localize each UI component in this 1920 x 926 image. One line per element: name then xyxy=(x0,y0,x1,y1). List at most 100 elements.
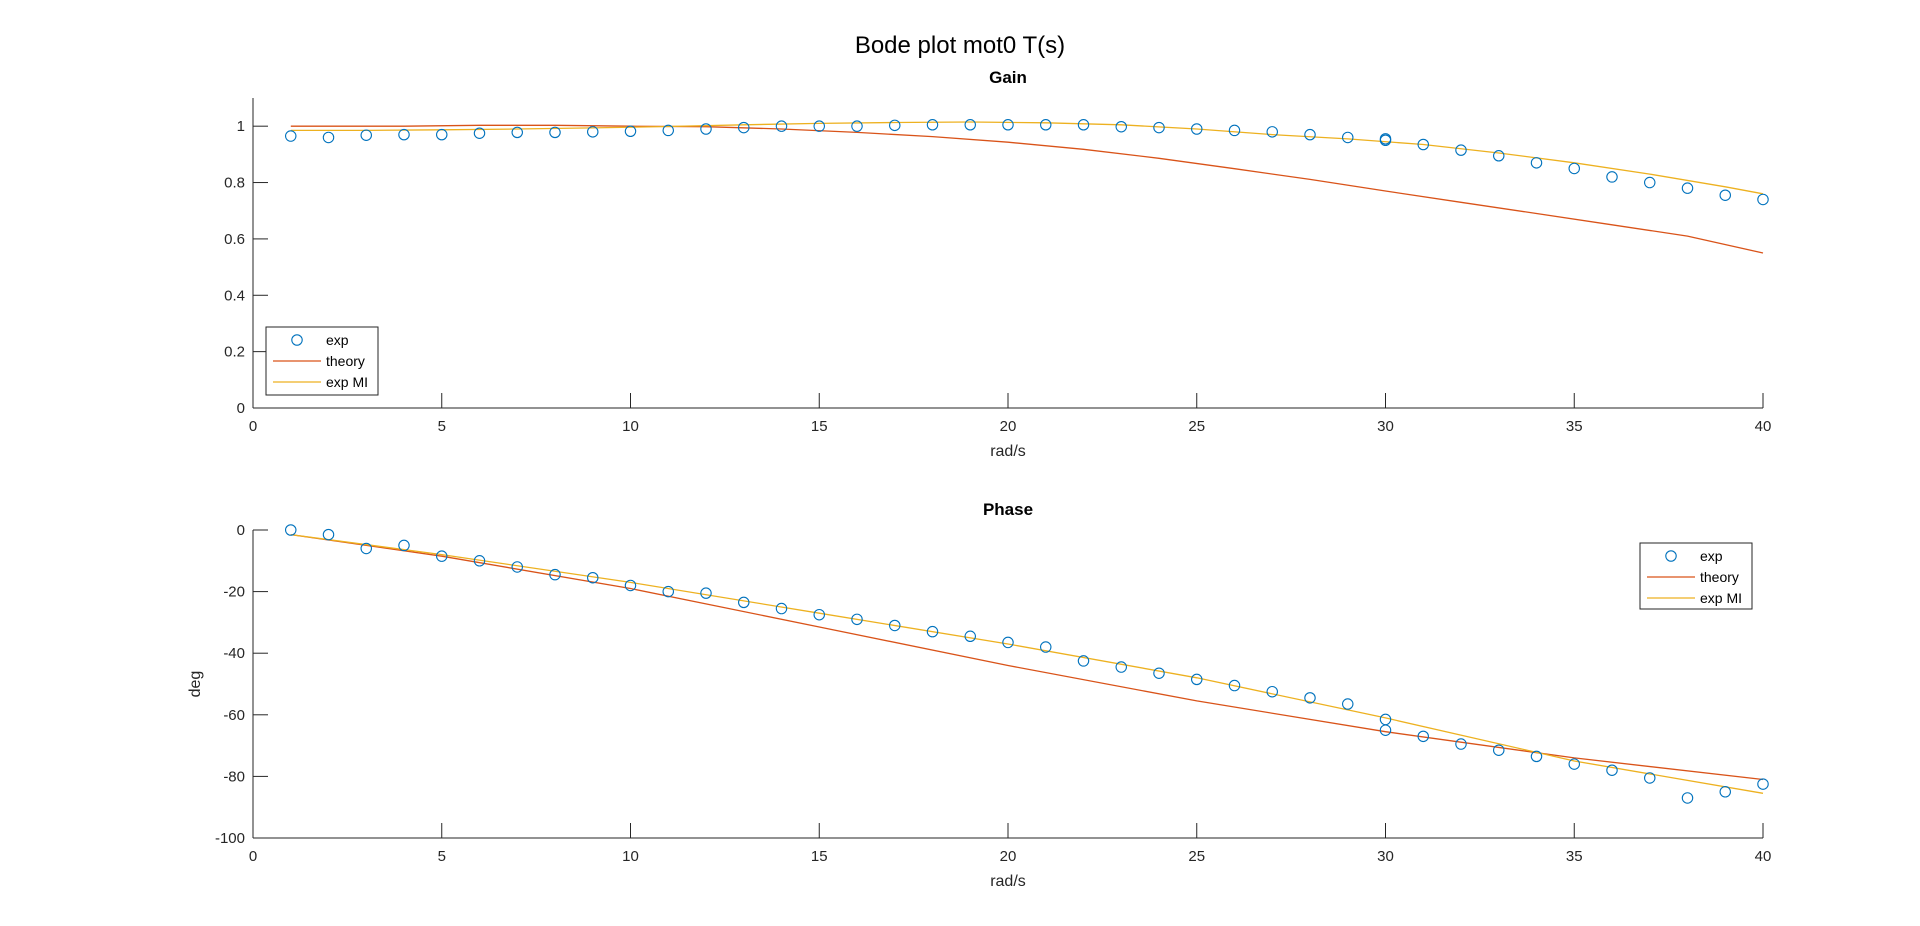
data-point-exp xyxy=(1153,121,1165,134)
legend-marker-icon xyxy=(291,334,303,346)
data-point-exp xyxy=(322,131,335,144)
data-point-exp xyxy=(926,625,939,638)
data-point-exp xyxy=(1644,772,1656,784)
data-point-exp xyxy=(775,602,788,615)
data-point-exp xyxy=(737,121,750,134)
y-tick-label: -60 xyxy=(223,707,245,724)
data-point-exp xyxy=(1719,189,1732,201)
y-axis-label: deg xyxy=(187,671,204,698)
y-tick-label: 0.2 xyxy=(224,344,245,361)
data-point-exp xyxy=(435,128,448,141)
y-tick-label: 1 xyxy=(237,118,245,135)
data-point-exp xyxy=(1681,792,1694,804)
legend-label: theory xyxy=(1700,569,1739,585)
legend: exp theory exp MI xyxy=(265,326,379,396)
data-point-exp xyxy=(1417,730,1430,743)
x-tick-label: 30 xyxy=(1377,418,1394,435)
data-point-exp xyxy=(662,124,674,137)
data-point-exp xyxy=(1719,786,1732,798)
x-tick-label: 5 xyxy=(438,418,446,435)
data-point-exp xyxy=(1606,171,1618,183)
data-point-exp xyxy=(435,550,448,562)
data-point-exp xyxy=(813,608,825,621)
data-point-exp xyxy=(1304,692,1316,704)
x-tick-label: 5 xyxy=(438,848,446,865)
data-point-exp xyxy=(1379,713,1392,726)
data-point-exp xyxy=(473,555,486,567)
data-point-exp xyxy=(813,120,825,132)
x-tick-label: 10 xyxy=(622,848,639,865)
data-point-exp xyxy=(1530,157,1543,169)
y-tick-label: -100 xyxy=(215,830,245,847)
data-point-exp xyxy=(1568,162,1581,175)
data-point-exp xyxy=(624,125,637,138)
y-tick-label: -40 xyxy=(223,645,245,662)
data-point-exp xyxy=(1681,182,1694,194)
x-tick-label: 10 xyxy=(622,418,639,435)
data-point-exp xyxy=(851,613,863,626)
data-point-exp xyxy=(1379,724,1392,736)
phase-axes: 0 5 10 15 20 25 30 35 40 -100 -80 -60 -40 -20 0 Phase ra… xyxy=(187,500,1771,890)
data-point-exp xyxy=(1002,636,1014,649)
legend-marker-icon xyxy=(1665,550,1677,562)
data-point-exp xyxy=(1417,138,1430,151)
data-point-exp xyxy=(549,126,561,139)
data-point-exp xyxy=(360,542,372,555)
data-point-exp xyxy=(624,579,637,592)
data-point-exp xyxy=(1191,123,1203,135)
data-point-exp xyxy=(1644,176,1656,189)
data-point-exp xyxy=(1606,764,1618,776)
data-point-exp xyxy=(1757,193,1769,206)
data-point-exp xyxy=(1077,655,1090,667)
data-point-exp xyxy=(1153,667,1165,679)
x-axis-label: rad/s xyxy=(990,873,1026,890)
data-point-exp xyxy=(1115,120,1128,133)
data-point-exp xyxy=(1493,744,1505,756)
data-point-exp xyxy=(1077,119,1090,131)
y-tick-label: 0 xyxy=(237,522,245,539)
series-line-exp-mi xyxy=(290,533,1764,794)
data-point-exp xyxy=(360,129,372,141)
figure-title: Bode plot mot0 T(s) xyxy=(854,32,1066,59)
data-point-exp xyxy=(1568,758,1581,770)
data-point-exp xyxy=(1757,778,1769,790)
data-point-exp xyxy=(586,571,599,584)
x-tick-label: 35 xyxy=(1566,418,1583,435)
data-point-exp xyxy=(1228,679,1241,692)
data-point-exp xyxy=(1228,124,1241,137)
y-tick-label: -80 xyxy=(223,768,245,785)
x-tick-label: 40 xyxy=(1755,418,1772,435)
data-point-exp xyxy=(284,524,297,536)
x-axis-label: rad/s xyxy=(990,443,1026,460)
x-tick-label: 25 xyxy=(1188,848,1205,865)
data-point-exp xyxy=(1342,131,1354,144)
data-point-exp xyxy=(1493,150,1505,162)
x-tick-label: 35 xyxy=(1566,848,1583,865)
legend-label: theory xyxy=(326,353,365,369)
data-point-exp xyxy=(737,596,750,609)
data-point-exp xyxy=(700,587,712,599)
x-tick-label: 40 xyxy=(1755,848,1772,865)
legend-label: exp xyxy=(326,332,349,348)
data-point-exp xyxy=(1342,698,1354,710)
data-point-exp xyxy=(398,539,410,552)
x-tick-label: 30 xyxy=(1377,848,1394,865)
x-tick-label: 25 xyxy=(1188,418,1205,435)
data-point-exp xyxy=(1115,661,1128,673)
data-point-exp xyxy=(1040,641,1052,653)
data-point-exp xyxy=(700,123,712,135)
data-point-exp xyxy=(662,585,674,598)
data-point-exp xyxy=(888,119,901,132)
data-point-exp xyxy=(926,119,939,131)
series-line-theory xyxy=(290,533,1764,781)
y-tick-label: 0.6 xyxy=(224,231,245,248)
x-tick-label: 15 xyxy=(811,848,828,865)
x-tick-label: 20 xyxy=(1000,418,1017,435)
data-point-exp xyxy=(1266,126,1279,138)
data-point-exp xyxy=(1379,134,1392,147)
data-point-exp xyxy=(1040,119,1052,131)
data-point-exp xyxy=(1002,119,1014,131)
data-point-exp xyxy=(284,130,297,142)
legend-label: exp MI xyxy=(326,374,368,390)
